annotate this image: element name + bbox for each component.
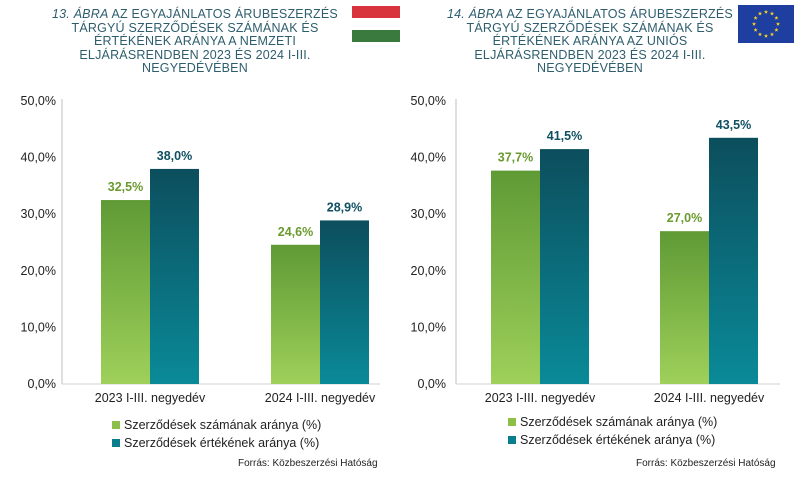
bar-count-0: [101, 200, 150, 384]
bar-chart-national: 0,0% 10,0% 20,0% 30,0% 40,0% 50,0% 32,5% 38,0% 2…: [21, 94, 380, 405]
bar-value-0: [540, 149, 589, 384]
legend-swatch-green: [508, 418, 516, 426]
y-tick-label: 0,0%: [418, 377, 447, 391]
legend-label: Szerződések értékének aránya (%): [124, 436, 320, 450]
y-tick-label: 10,0%: [411, 320, 446, 334]
chart-panel-national: 13. ÁBRA AZ EGYAJÁNLATOS ÁRUBESZERZÉS TÁ…: [21, 6, 400, 469]
chart-legend: Szerződések számának aránya (%) Szerződé…: [112, 416, 321, 452]
legend-label: Szerződések számának aránya (%): [520, 415, 718, 429]
legend-label: Szerződések számának aránya (%): [124, 418, 322, 432]
x-category-label: 2023 I-III. negyedév: [95, 391, 206, 405]
eu-star-icon: [751, 21, 757, 26]
legend-item-count: Szerződések számának aránya (%): [508, 413, 717, 431]
chart-source: Forrás: Közbeszerzési Hatóság: [636, 458, 776, 469]
chart-panel-eu: 14. ÁBRA AZ EGYAJÁNLATOS ÁRUBESZERZÉS TÁ…: [400, 0, 800, 479]
x-category-label: 2023 I-III. negyedév: [485, 391, 596, 405]
legend-swatch-green: [112, 421, 120, 429]
data-label: 43,5%: [716, 118, 751, 132]
data-label: 37,7%: [498, 151, 533, 165]
chart-legend: Szerződések számának aránya (%) Szerződé…: [508, 413, 717, 449]
y-tick-label: 40,0%: [411, 151, 446, 165]
y-tick-label: 10,0%: [21, 320, 56, 334]
eu-star-icon: [763, 33, 769, 38]
data-label: 32,5%: [108, 180, 143, 194]
y-tick-label: 50,0%: [411, 94, 446, 108]
data-label: 38,0%: [157, 149, 192, 163]
bar-count-1: [660, 231, 709, 384]
chart-title: 14. ÁBRA AZ EGYAJÁNLATOS ÁRUBESZERZÉS TÁ…: [440, 7, 740, 76]
y-tick-label: 30,0%: [411, 207, 446, 221]
eu-star-icon: [769, 11, 775, 16]
y-tick-label: 20,0%: [411, 264, 446, 278]
legend-item-count: Szerződések számának aránya (%): [112, 416, 321, 434]
data-label: 24,6%: [278, 225, 313, 239]
hungary-flag-icon: [352, 6, 400, 42]
eu-flag-icon: [738, 5, 794, 43]
chart-title-text: AZ EGYAJÁNLATOS ÁRUBESZERZÉS TÁRGYÚ SZER…: [466, 7, 733, 75]
y-tick-label: 50,0%: [21, 94, 56, 108]
chart-title-number: 14. ÁBRA: [447, 7, 504, 21]
chart-title: 13. ÁBRA AZ EGYAJÁNLATOS ÁRUBESZERZÉS TÁ…: [45, 7, 345, 76]
chart-title-number: 13. ÁBRA: [52, 7, 109, 21]
x-category-label: 2024 I-III. negyedév: [265, 391, 376, 405]
y-tick-label: 0,0%: [28, 377, 57, 391]
y-tick-label: 30,0%: [21, 207, 56, 221]
chart-source: Forrás: Közbeszerzési Hatóság: [238, 458, 378, 469]
bar-value-0: [150, 168, 199, 384]
chart-title-text: AZ EGYAJÁNLATOS ÁRUBESZERZÉS TÁRGYÚ SZER…: [71, 7, 338, 75]
legend-item-value: Szerződések értékének aránya (%): [508, 431, 717, 449]
data-label: 28,9%: [327, 200, 362, 214]
eu-star-icon: [774, 27, 779, 32]
eu-star-icon: [774, 15, 779, 20]
data-label: 41,5%: [547, 129, 582, 143]
bar-value-1: [320, 220, 369, 384]
data-label: 27,0%: [667, 211, 702, 225]
legend-swatch-teal: [508, 436, 516, 444]
eu-star-icon: [775, 21, 781, 26]
eu-star-icon: [757, 32, 763, 37]
bar-count-1: [271, 244, 320, 384]
bar-chart-eu: 0,0% 10,0% 20,0% 30,0% 40,0% 50,0% 37,7% 41,5% 2…: [411, 94, 780, 405]
legend-label: Szerződések értékének aránya (%): [520, 433, 716, 447]
eu-star-icon: [753, 27, 758, 32]
legend-swatch-teal: [112, 439, 120, 447]
eu-star-icon: [769, 32, 775, 37]
y-tick-label: 20,0%: [21, 264, 56, 278]
y-tick-label: 40,0%: [21, 151, 56, 165]
eu-star-icon: [753, 15, 758, 20]
eu-star-icon: [757, 11, 763, 16]
x-category-label: 2024 I-III. negyedév: [654, 391, 765, 405]
legend-item-value: Szerződések értékének aránya (%): [112, 434, 321, 452]
bar-value-1: [709, 137, 758, 384]
bar-count-0: [491, 170, 540, 384]
eu-star-icon: [763, 9, 769, 14]
